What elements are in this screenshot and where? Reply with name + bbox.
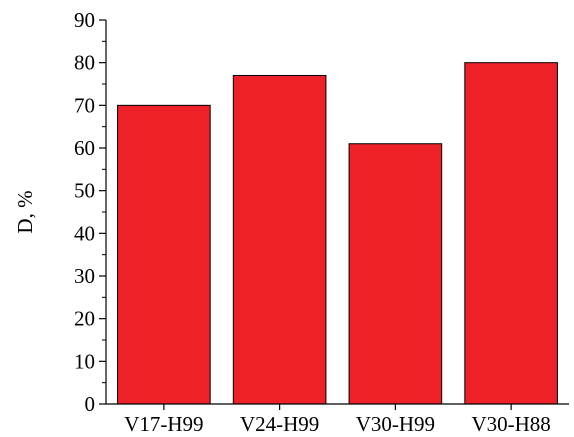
y-tick-label: 30 — [74, 264, 95, 288]
y-tick-label: 20 — [74, 307, 95, 331]
x-tick-label: V30-H99 — [356, 412, 435, 436]
y-tick-label: 80 — [74, 51, 95, 75]
bar-v30-h99 — [348, 143, 443, 405]
bar-v24-h99 — [232, 74, 327, 405]
x-ticks: V17-H99 V24-H99 V30-H99 V30-H88 — [124, 404, 551, 436]
y-ticks: 0 10 20 30 40 50 60 70 80 90 — [74, 8, 106, 416]
y-tick-label: 60 — [74, 136, 95, 160]
y-tick-label: 90 — [74, 8, 95, 32]
bars-layer — [117, 62, 558, 405]
bar-v17-h99 — [117, 104, 211, 405]
y-axis-title: D, % — [13, 190, 37, 233]
y-tick-label: 0 — [85, 392, 96, 416]
x-tick-label: V24-H99 — [240, 412, 319, 436]
y-tick-label: 40 — [74, 221, 95, 245]
y-tick-label: 50 — [74, 179, 95, 203]
x-tick-label: V30-H88 — [471, 412, 550, 436]
y-tick-label: 10 — [74, 349, 95, 373]
x-tick-label: V17-H99 — [124, 412, 203, 436]
bar-v30-h88 — [464, 62, 558, 405]
y-tick-label: 70 — [74, 93, 95, 117]
